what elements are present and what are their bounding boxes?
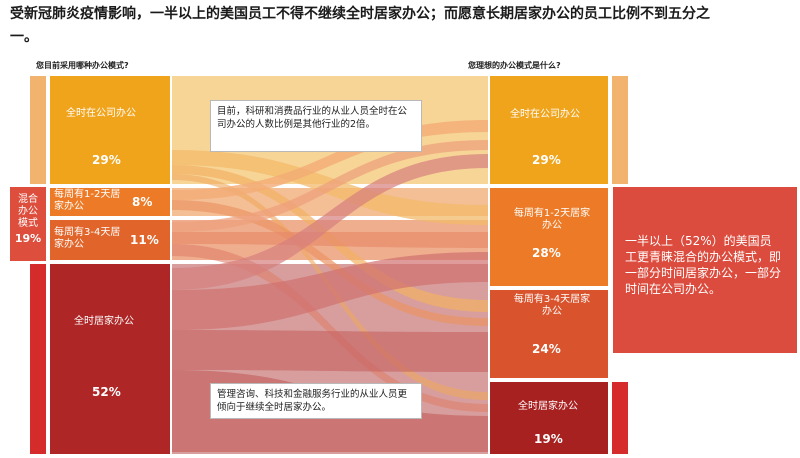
- right-node-remote-label: 全时居家办公: [518, 401, 578, 412]
- right-node-office-pct: 29%: [532, 153, 561, 167]
- chart-title: 受新冠肺炎疫情影响，一半以上的美国员工不得不继续全时居家办公；而愿意长期居家办公…: [10, 6, 710, 45]
- right-node-hybrid-12: 每周有1-2天居家办公 28%: [490, 188, 608, 286]
- left-strip-office: [30, 76, 46, 184]
- flow-12-to-office: [172, 120, 488, 200]
- flow-remote-to-12: [172, 252, 488, 330]
- left-node-office: 全时在公司办公 29%: [50, 76, 170, 184]
- left-node-hybrid-34-pct: 11%: [130, 233, 159, 247]
- left-node-remote-label: 全时居家办公: [74, 316, 134, 327]
- right-node-remote: 全时居家办公 19%: [490, 382, 608, 454]
- right-node-office: 全时在公司办公 29%: [490, 76, 608, 184]
- right-node-hybrid-34: 每周有3-4天居家办公 24%: [490, 290, 608, 378]
- right-column-header: 您理想的办公模式是什么?: [468, 61, 561, 70]
- left-column-header: 您目前采用哪种办公模式?: [36, 61, 129, 70]
- left-strip-remote: [30, 264, 46, 454]
- right-strip-remote: [612, 382, 628, 454]
- right-node-office-label: 全时在公司办公: [510, 109, 580, 120]
- hybrid-callout: 一半以上（52%）的美国员工更青睐混合的办公模式，即一部分时间居家办公，一部分时…: [613, 187, 797, 353]
- right-node-remote-pct: 19%: [534, 432, 563, 446]
- annotation-remote: 管理咨询、科技和金融服务行业的从业人员更倾向于继续全时居家办公。: [210, 383, 422, 419]
- flow-34-to-12: [172, 232, 488, 248]
- left-node-hybrid-12: 每周有1-2天居家办公 8%: [50, 188, 170, 216]
- left-node-office-label: 全时在公司办公: [66, 108, 136, 119]
- annotation-office: 目前，科研和消费品行业的从业人员全时在公司办公的人数比例是其他行业的2倍。: [210, 100, 422, 152]
- right-strip-office: [612, 76, 628, 184]
- hybrid-mode-label: 混合办公模式: [18, 194, 38, 229]
- flow-remote-to-34: [172, 330, 488, 372]
- right-node-hybrid-12-label: 每周有1-2天居家办公: [513, 208, 591, 231]
- flow-34-to-office: [172, 140, 488, 232]
- left-node-hybrid-12-label: 每周有1-2天居家办公: [54, 189, 121, 212]
- hybrid-mode-tag: 混合办公模式 19%: [10, 187, 46, 261]
- flow-34-to-remote: [172, 244, 488, 412]
- right-node-hybrid-34-label: 每周有3-4天居家办公: [513, 294, 591, 317]
- left-node-hybrid-34-label: 每周有3-4天居家办公: [54, 227, 121, 250]
- left-node-hybrid-12-pct: 8%: [132, 195, 153, 209]
- right-node-hybrid-12-pct: 28%: [532, 246, 561, 260]
- left-node-remote: 全时居家办公 52%: [50, 264, 170, 454]
- left-node-hybrid-34: 每周有3-4天居家办公 11%: [50, 220, 170, 260]
- flow-remote-to-office: [172, 154, 488, 290]
- flow-12-to-34: [172, 200, 488, 326]
- hybrid-mode-pct: 19%: [14, 232, 42, 245]
- right-node-hybrid-34-pct: 24%: [532, 342, 561, 356]
- left-node-office-pct: 29%: [92, 153, 121, 167]
- left-node-remote-pct: 52%: [92, 385, 121, 399]
